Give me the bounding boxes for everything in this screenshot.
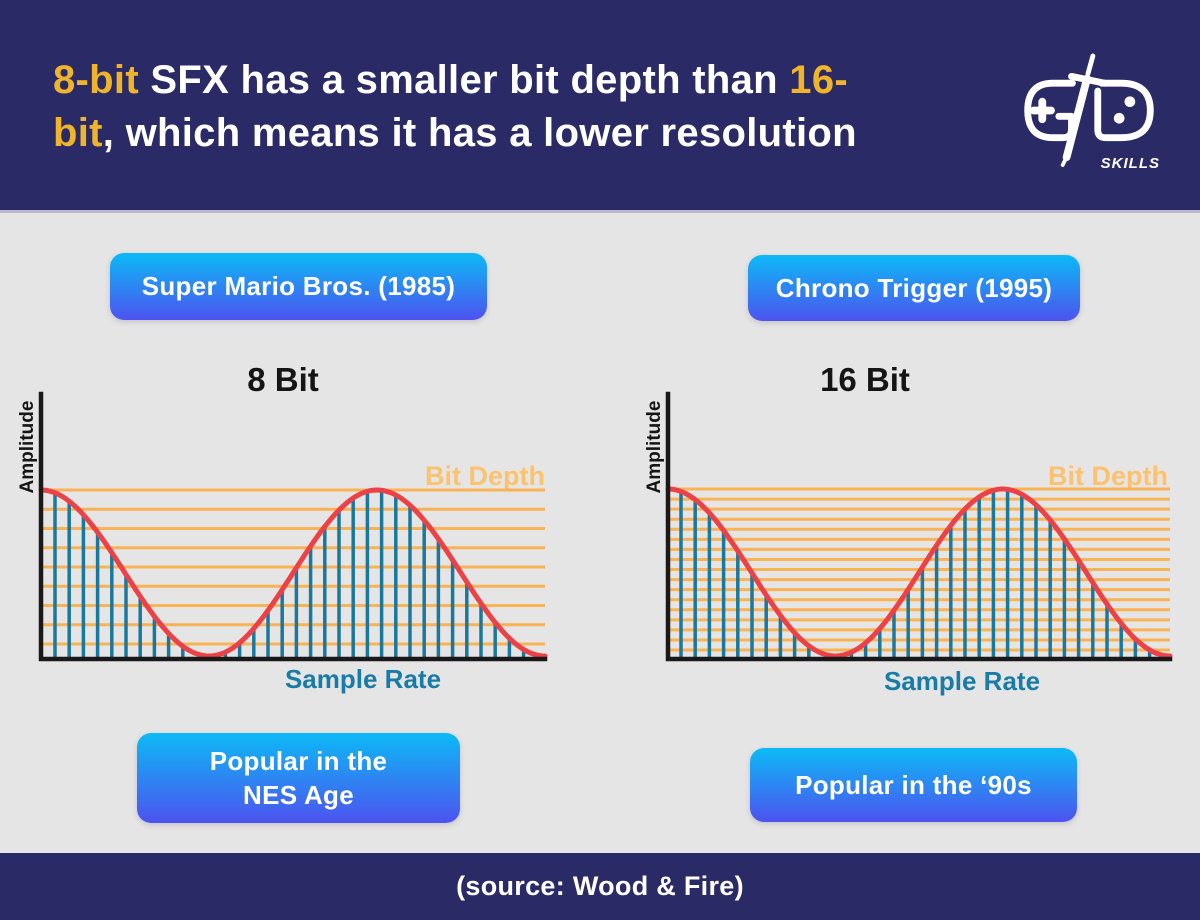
sample-rate-label-8bit: Sample Rate bbox=[284, 664, 442, 694]
chart-title-16bit: 16 Bit bbox=[820, 361, 910, 398]
badge-label-line2: NES Age bbox=[243, 780, 354, 810]
amplitude-axis-label-16bit: Amplitude bbox=[644, 400, 665, 494]
bit-depth-lines bbox=[41, 488, 545, 646]
source-credit: (source: Wood & Fire) bbox=[456, 871, 744, 901]
bit-depth-label-8bit: Bit Depth bbox=[425, 461, 545, 491]
waveform-chart-16bit bbox=[665, 391, 1173, 662]
sample-rate-label-16bit: Sample Rate bbox=[883, 666, 1041, 696]
gamepad-sword-icon bbox=[1024, 53, 1154, 167]
badge-chrono-trigger: Chrono Trigger (1995) bbox=[748, 255, 1080, 321]
waveform-curve bbox=[665, 486, 1173, 659]
bit-depth-lines bbox=[668, 487, 1170, 652]
title-accent-text: 16- bbox=[789, 58, 848, 102]
logo-skills-label: SKILLS bbox=[1100, 155, 1160, 172]
bit-depth-label-16bit: Bit Depth bbox=[1048, 461, 1168, 491]
title-text: SFX has a smaller bit depth than bbox=[138, 58, 790, 102]
title-accent-text: 8-bit bbox=[53, 58, 139, 102]
badge-super-mario-bros: Super Mario Bros. (1985) bbox=[110, 253, 487, 320]
sample-rate-bars bbox=[679, 489, 1152, 659]
title-text: , which means it has a lower resolution bbox=[102, 111, 857, 155]
badge-popular-nes-age: Popular in the NES Age bbox=[137, 733, 460, 823]
badge-label: Popular in the ‘90s bbox=[795, 769, 1032, 800]
title-accent-text: bit bbox=[53, 111, 103, 155]
badge-label: Chrono Trigger (1995) bbox=[775, 272, 1053, 303]
badge-popular-90s: Popular in the ‘90s bbox=[750, 748, 1077, 822]
waveform-chart-8bit bbox=[38, 391, 548, 662]
waveform-curve bbox=[38, 487, 548, 659]
badge-label: Super Mario Bros. (1985) bbox=[141, 271, 456, 301]
chart-title-8bit: 8 Bit bbox=[247, 361, 319, 398]
sample-rate-bars bbox=[53, 490, 526, 659]
title-line: bit, which means it has a lower resoluti… bbox=[53, 107, 1003, 160]
title-line: 8-bit SFX has a smaller bit depth than 1… bbox=[53, 54, 1003, 107]
footer-band: (source: Wood & Fire) bbox=[0, 853, 1200, 920]
amplitude-axis-label-8bit: Amplitude bbox=[17, 400, 38, 494]
gd-skills-logo: SKILLS bbox=[1016, 48, 1162, 172]
page-title: 8-bit SFX has a smaller bit depth than 1… bbox=[53, 54, 1003, 160]
badge-label-line1: Popular in the bbox=[209, 746, 388, 776]
header-band: 8-bit SFX has a smaller bit depth than 1… bbox=[0, 0, 1200, 213]
chart-axes bbox=[665, 391, 1173, 662]
chart-axes bbox=[38, 391, 548, 662]
